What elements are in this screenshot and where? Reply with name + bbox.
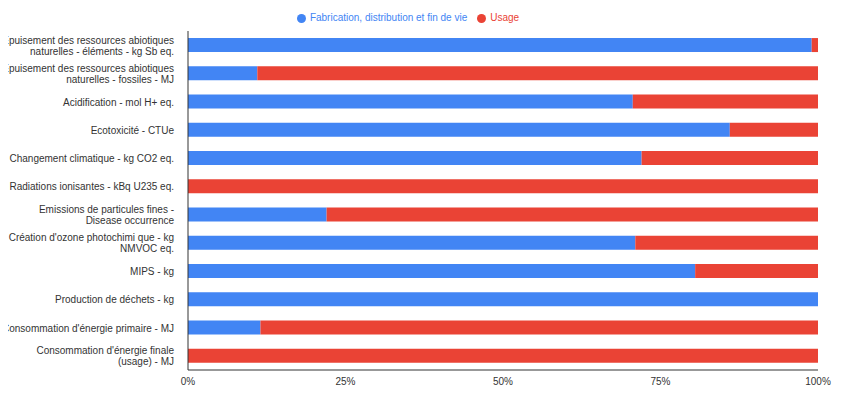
svg-text:Production de déchets - kg: Production de déchets - kg	[55, 294, 174, 305]
svg-text:0%: 0%	[181, 376, 196, 387]
svg-text:Epuisement des ressources abio: Epuisement des ressources abiotiquesnatu…	[8, 34, 174, 56]
svg-text:Changement climatique - kg CO2: Changement climatique - kg CO2 eq.	[9, 153, 174, 164]
svg-text:25%: 25%	[335, 376, 355, 387]
svg-text:Epuisement des ressources abio: Epuisement des ressources abiotiquesnatu…	[8, 62, 174, 84]
svg-text:Ecotoxicité - CTUe: Ecotoxicité - CTUe	[91, 124, 175, 135]
html-text:Usage: Usage	[490, 12, 520, 23]
svg-text:Radiations ionisantes - kBq U2: Radiations ionisantes - kBq U235 eq.	[9, 181, 174, 192]
svg-text:Consommation d'énergie finale(: Consommation d'énergie finale(usage) - M…	[36, 345, 174, 367]
svg-text:75%: 75%	[650, 376, 670, 387]
svg-text:50%: 50%	[493, 376, 513, 387]
svg-text:MIPS - kg: MIPS - kg	[130, 266, 174, 277]
svg-text:100%: 100%	[805, 376, 831, 387]
html-text:Fabrication, distribution et f: Fabrication, distribution et fin de vie	[309, 12, 468, 23]
svg-text:Création d'ozone photochimi qu: Création d'ozone photochimi que - kgNMVO…	[9, 232, 174, 254]
svg-text:Emissions de particules fines: Emissions de particules fines -Disease o…	[39, 204, 175, 226]
svg-text:Acidification - mol H+ eq.: Acidification - mol H+ eq.	[63, 96, 174, 107]
svg-text:Consommation d'énergie primair: Consommation d'énergie primaire - MJ	[8, 322, 174, 333]
